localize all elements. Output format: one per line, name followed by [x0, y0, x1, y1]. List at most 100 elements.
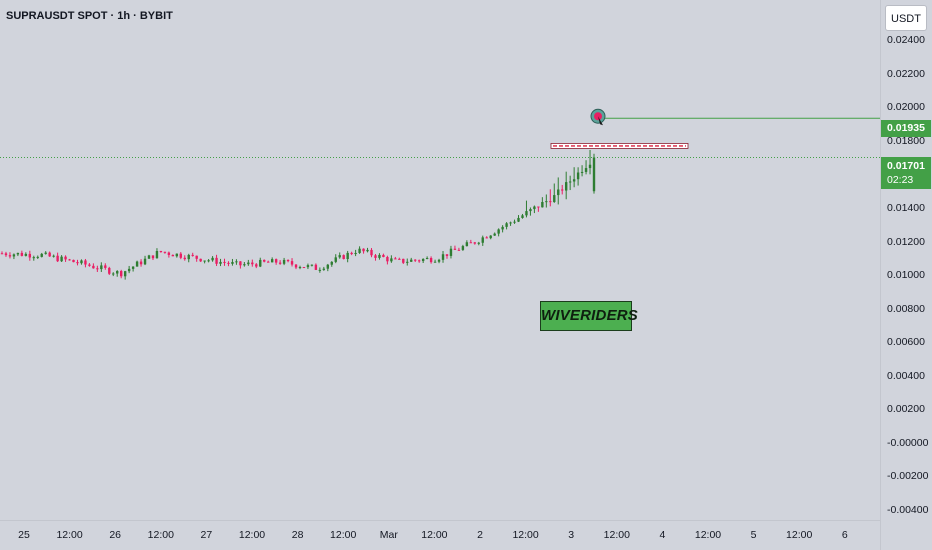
candle-down — [394, 258, 397, 260]
time-tick-label: 5 — [750, 529, 757, 541]
time-tick-label: 4 — [659, 529, 666, 541]
candle-up — [203, 260, 206, 262]
chart-plot-area[interactable] — [0, 0, 880, 520]
candle-down — [457, 249, 461, 251]
time-tick-label: 28 — [291, 529, 304, 541]
candle-down — [537, 206, 540, 208]
candle-up — [32, 257, 35, 259]
candle-down — [417, 260, 421, 262]
time-tick-label: 12:00 — [603, 529, 630, 541]
candle-down — [171, 254, 175, 257]
candle-up — [60, 256, 63, 262]
candle-up — [112, 273, 115, 275]
candle-down — [96, 268, 99, 270]
candle-down — [314, 264, 318, 270]
candle-up — [497, 229, 500, 234]
target-marker-icon[interactable] — [590, 108, 606, 126]
candle-up — [247, 262, 250, 265]
price-tick-label: -0.00400 — [887, 503, 929, 516]
candle-up — [533, 206, 536, 210]
candle-up — [44, 252, 47, 254]
candle-up — [80, 260, 83, 264]
candle-down — [374, 255, 377, 258]
candle-down — [302, 267, 306, 269]
candle-down — [0, 253, 4, 255]
time-tick-label: 12:00 — [786, 529, 813, 541]
candle-down — [414, 259, 417, 261]
time-tick-label: 12:00 — [330, 529, 357, 541]
candle-up — [334, 257, 337, 262]
target-price-label: 0.01935 — [881, 120, 931, 137]
candle-up — [521, 215, 524, 218]
candle-down — [195, 255, 198, 259]
candle-up — [259, 259, 262, 267]
candle-up — [410, 259, 413, 262]
candle-up — [449, 248, 453, 256]
candle-down — [64, 256, 67, 260]
candle-down — [382, 254, 385, 257]
price-tick-label: 0.01200 — [887, 235, 925, 248]
price-axis[interactable] — [880, 0, 932, 550]
candle-up — [52, 255, 55, 257]
candle-down — [286, 259, 290, 262]
candle-down — [108, 267, 111, 274]
candle-up — [326, 264, 329, 269]
candle-up — [461, 246, 465, 250]
price-tick-label: -0.00200 — [887, 470, 929, 483]
candle-up — [155, 251, 159, 259]
candle-down — [251, 262, 254, 265]
candle-down — [8, 255, 12, 257]
time-tick-label: 12:00 — [147, 529, 174, 541]
candle-up — [346, 252, 349, 260]
candle-up — [135, 261, 139, 267]
candle-up — [529, 209, 532, 212]
candle-down — [485, 237, 488, 239]
candle-down — [402, 258, 405, 263]
candle-down — [92, 265, 95, 269]
price-tick-label: 0.01400 — [887, 202, 925, 214]
currency-button[interactable]: USDT — [885, 5, 927, 31]
time-tick-label: 12:00 — [694, 529, 722, 541]
time-tick-label: 12:00 — [512, 529, 539, 541]
candle-up — [501, 226, 504, 230]
candle-down — [139, 261, 143, 265]
candle-up — [318, 269, 322, 271]
time-tick-label: 3 — [568, 529, 575, 541]
candle-up — [576, 172, 580, 180]
candle-down — [274, 259, 278, 263]
candle-up — [270, 259, 274, 263]
candle-down — [151, 255, 155, 259]
candle-up — [592, 157, 596, 192]
price-tick-label: 0.02400 — [887, 34, 925, 47]
candle-down — [179, 253, 182, 258]
symbol-title[interactable]: SUPRAUSDT SPOT · 1h · BYBIT — [6, 10, 173, 22]
candle-down — [223, 261, 226, 263]
candle-down — [255, 264, 258, 267]
candlestick-chart[interactable] — [0, 0, 880, 520]
candle-down — [267, 261, 270, 263]
target-price-value: 0.01935 — [887, 122, 925, 134]
candle-up — [310, 264, 314, 266]
candle-down — [473, 242, 477, 244]
candle-up — [481, 237, 484, 243]
candle-up — [588, 164, 592, 169]
bar-countdown: 02:23 — [887, 174, 914, 186]
candle-up — [322, 268, 326, 270]
candle-up — [243, 264, 246, 266]
candle-down — [215, 257, 218, 264]
time-tick-label: 12:00 — [238, 529, 266, 541]
price-tick-label: 0.00600 — [887, 336, 925, 349]
candle-up — [147, 255, 151, 259]
candle-up — [123, 271, 127, 277]
candle-down — [294, 264, 298, 268]
candle-up — [406, 261, 409, 263]
candle-up — [493, 233, 496, 236]
candle-down — [199, 258, 202, 262]
candle-down — [88, 264, 91, 266]
candle-up — [211, 257, 214, 261]
candle-up — [525, 211, 528, 216]
time-axis[interactable] — [0, 520, 880, 550]
candle-up — [16, 252, 20, 255]
wiveriders-watermark: WIVERIDERS — [540, 301, 638, 331]
time-tick-label: 25 — [18, 529, 30, 541]
